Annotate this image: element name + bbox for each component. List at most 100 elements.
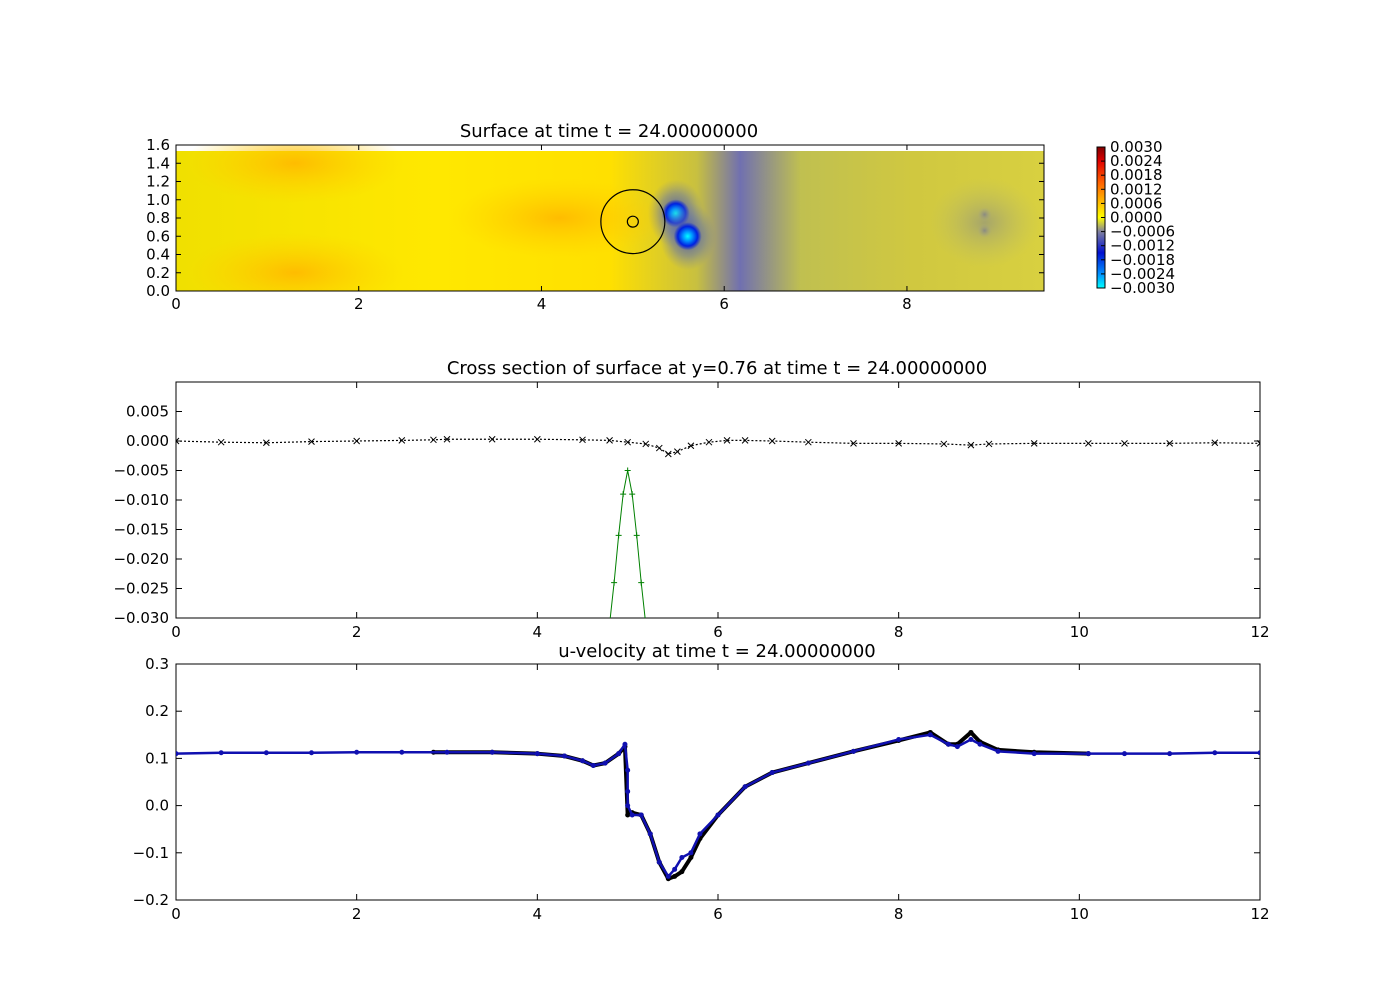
panel3-series-1-point bbox=[805, 760, 811, 766]
heatmap-y-tick-label: 0.0 bbox=[146, 282, 170, 300]
panel3-series-1-point bbox=[1122, 751, 1127, 757]
panel3-series-1-point bbox=[954, 744, 960, 750]
panel2-series-0-point bbox=[664, 450, 672, 458]
panel2-series-0-point bbox=[655, 444, 663, 452]
panel3-y-tick-label: 0.3 bbox=[145, 655, 169, 673]
heatmap-dip-right-spot bbox=[977, 223, 992, 238]
panel3-series-1-point bbox=[489, 749, 495, 755]
panel2-series-0-point bbox=[443, 435, 451, 443]
panel3-x-tick-label: 12 bbox=[1250, 905, 1269, 923]
panel2-series-0-point bbox=[624, 438, 632, 446]
panel3-series-1-point bbox=[399, 749, 405, 755]
colorbar-tick-label: −0.0018 bbox=[1110, 251, 1175, 269]
colorbar-tick-label: 0.0006 bbox=[1110, 194, 1163, 212]
panel3-series-1-point bbox=[968, 737, 974, 743]
panel3-series-1-point bbox=[945, 741, 951, 747]
panel3-x-tick-label: 0 bbox=[171, 905, 181, 923]
panel3-y-tick-label: −0.1 bbox=[133, 844, 169, 862]
colorbar-tick-label: 0.0024 bbox=[1110, 152, 1163, 170]
panel2-x-tick-label: 12 bbox=[1250, 623, 1269, 641]
heatmap-x-tick-label: 0 bbox=[171, 295, 181, 313]
panel2-series-1-point bbox=[624, 467, 631, 474]
heatmap-y-tick-label: 1.0 bbox=[146, 191, 170, 209]
panel3-series-1-point bbox=[1031, 751, 1037, 757]
heatmap-y-tick-label: 0.6 bbox=[146, 227, 170, 245]
panel3-series-1-point bbox=[625, 767, 631, 773]
panel2-series-0-point bbox=[308, 438, 315, 445]
panel3-series-1-point bbox=[622, 741, 628, 747]
panel2-series-0-point bbox=[687, 442, 695, 450]
panel3-series-1-point bbox=[679, 855, 685, 861]
cross-section-panel: Cross section of surface at y=0.76 at ti… bbox=[113, 358, 1269, 641]
heatmap-y-tick-label: 1.6 bbox=[146, 136, 170, 154]
panel3-series-1-point bbox=[602, 760, 608, 766]
heatmap-rise-top-left bbox=[184, 145, 405, 204]
panel2-series-0-point bbox=[768, 437, 776, 445]
panel2-series-1-point bbox=[620, 491, 627, 498]
panel2-x-tick-label: 2 bbox=[352, 623, 362, 641]
heatmap-depression-lower bbox=[673, 222, 702, 251]
heatmap-y-tick-label: 0.4 bbox=[146, 246, 170, 264]
panel3-series-1-point bbox=[697, 831, 703, 837]
panel2-series-0-point bbox=[673, 448, 681, 455]
colorbar-tick-label: −0.0024 bbox=[1110, 265, 1175, 283]
panel2-series-1-point bbox=[629, 491, 636, 498]
panel3-series-0-point bbox=[968, 729, 974, 735]
panel2-series-1-point bbox=[638, 579, 645, 586]
heatmap-top-strip bbox=[176, 145, 1044, 151]
panel3-series-1-point bbox=[625, 788, 631, 794]
panel2-series-1-point bbox=[607, 621, 613, 627]
panel3-series-1-point bbox=[638, 812, 644, 818]
panel2-y-tick-label: −0.030 bbox=[113, 609, 169, 627]
heatmap-dip-right-halo bbox=[929, 177, 1040, 268]
panel3-series-1-point bbox=[977, 741, 983, 747]
heatmap-cylinder-inner bbox=[626, 215, 639, 228]
panel3-series-1-point bbox=[580, 758, 585, 764]
panel2-series-0-point bbox=[705, 438, 713, 446]
panel2-series-1-point bbox=[611, 579, 618, 586]
panel3-series-1-point bbox=[629, 812, 635, 818]
panel3-series-1-point bbox=[534, 751, 540, 757]
panel3-series-1-point bbox=[444, 749, 450, 755]
panel3-series-1-point bbox=[309, 750, 314, 756]
velocity-panel: u-velocity at time t = 24.00000000 0 2 4 6 8… bbox=[133, 641, 1270, 923]
panel3-series-1-point bbox=[1167, 751, 1173, 757]
panel2-series-0-point bbox=[488, 435, 496, 443]
panel3-series-1-point bbox=[656, 859, 662, 865]
panel3-series-0-point bbox=[688, 855, 694, 861]
velocity-title: u-velocity at time t = 24.00000000 bbox=[558, 641, 876, 662]
panel3-y-tick-label: 0.2 bbox=[145, 702, 169, 720]
panel2-x-tick-label: 8 bbox=[894, 623, 904, 641]
panel2-series-1-point bbox=[633, 532, 640, 539]
panel2-series-0-point bbox=[1030, 440, 1038, 447]
panel2-series-0-point bbox=[804, 438, 812, 446]
colorbar-tick-label: 0.0012 bbox=[1110, 180, 1163, 198]
panel2-series-0-point bbox=[985, 440, 993, 448]
panel2-series-0-point bbox=[723, 437, 731, 444]
panel3-series-1-point bbox=[625, 803, 631, 809]
panel2-series-0-point bbox=[398, 437, 406, 444]
panel2-series-0-point bbox=[533, 435, 541, 443]
panel3-series-1-point bbox=[354, 749, 360, 755]
panel3-series-1-point bbox=[851, 748, 856, 754]
panel3-series-0-point bbox=[679, 869, 685, 875]
panel3-series-1-point bbox=[896, 737, 902, 743]
panel2-series-0-point bbox=[353, 437, 361, 445]
panel3-series-1-point bbox=[218, 750, 224, 756]
panel2-series-0-point bbox=[1211, 439, 1219, 447]
panel2-series-0-point bbox=[895, 440, 903, 447]
heatmap-y-tick-label: 0.8 bbox=[146, 209, 170, 227]
panel3-x-tick-label: 2 bbox=[352, 905, 362, 923]
panel2-series-0-point bbox=[642, 440, 650, 448]
panel3-y-tick-label: 0.0 bbox=[145, 797, 169, 815]
panel3-series-1-point bbox=[769, 770, 775, 776]
colorbar-tick-label: −0.0030 bbox=[1110, 279, 1175, 297]
panel3-series-1-point bbox=[1257, 750, 1260, 756]
heatmap-cylinder-outer bbox=[600, 189, 666, 255]
panel2-series-0-point bbox=[1256, 440, 1260, 447]
heatmap-rise-center bbox=[449, 178, 670, 258]
panel3-series-1-point bbox=[995, 748, 1001, 754]
heatmap-title: Surface at time t = 24.00000000 bbox=[460, 121, 758, 142]
heatmap-dip-right-spot bbox=[977, 207, 992, 222]
cross-section-frame bbox=[175, 381, 1261, 619]
